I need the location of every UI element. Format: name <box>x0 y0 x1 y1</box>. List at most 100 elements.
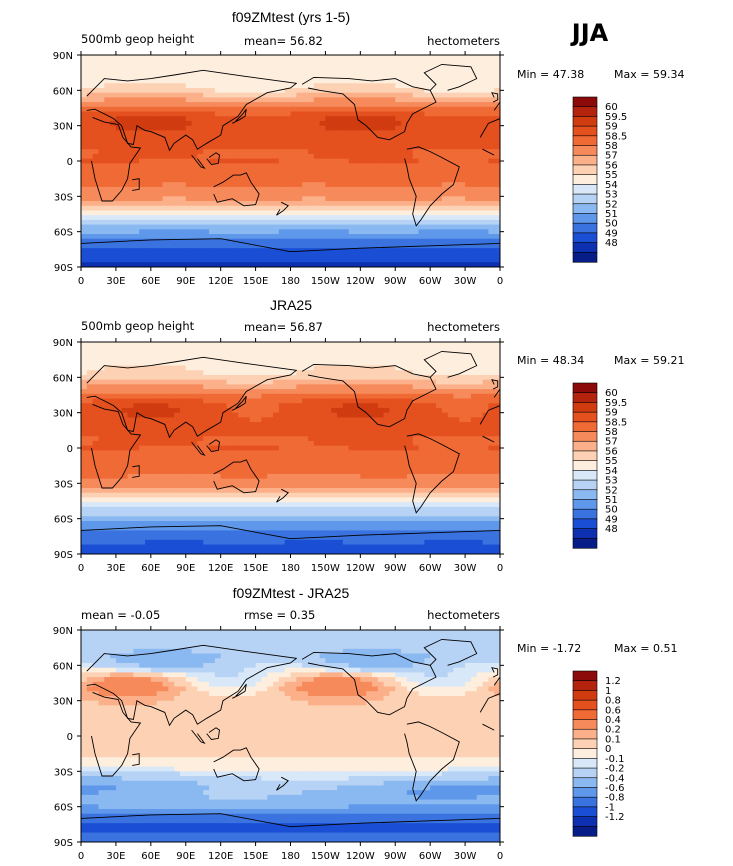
field-cell <box>348 422 356 428</box>
field-cell <box>488 172 495 179</box>
field-cell <box>331 83 338 89</box>
field-cell <box>453 257 460 263</box>
field-cell <box>342 248 350 254</box>
field-cell <box>383 116 391 122</box>
field-cell <box>424 139 431 146</box>
field-cell <box>488 384 495 390</box>
field-cell <box>307 158 315 164</box>
field-cell <box>447 252 455 259</box>
field-cell <box>86 403 94 409</box>
field-cell <box>430 342 437 348</box>
field-cell <box>214 374 222 381</box>
field-cell <box>435 191 443 197</box>
field-cell <box>296 87 303 94</box>
field-cell <box>104 73 111 80</box>
field-cell <box>430 163 437 169</box>
field-cell <box>150 163 158 169</box>
field-cell <box>115 351 123 357</box>
field-cell <box>325 83 332 89</box>
field-cell <box>185 182 193 188</box>
field-cell <box>110 417 117 423</box>
field-cell <box>307 393 315 400</box>
field-cell <box>110 412 117 418</box>
field-cell <box>476 191 484 197</box>
colorbar-swatch <box>572 203 598 215</box>
field-cell <box>354 182 361 188</box>
field-cell <box>273 356 280 362</box>
field-cell <box>290 346 297 353</box>
field-cell <box>197 351 204 357</box>
field-cell <box>430 389 437 395</box>
field-cell <box>104 360 111 367</box>
field-cell <box>459 168 466 174</box>
field-cell <box>81 135 88 141</box>
field-cell <box>133 201 140 207</box>
field-cell <box>465 205 472 212</box>
field-cell <box>110 205 117 212</box>
field-cell <box>412 55 420 61</box>
field-cell <box>249 73 257 80</box>
field-cell <box>430 393 437 400</box>
field-cell <box>366 172 373 179</box>
field-cell <box>185 360 193 367</box>
field-cell <box>127 351 134 357</box>
field-cell <box>249 59 257 66</box>
field-cell <box>290 426 297 433</box>
field-cell <box>342 257 350 263</box>
field-cell <box>92 365 100 371</box>
field-cell <box>319 116 327 122</box>
field-cell <box>482 398 489 404</box>
field-cell <box>209 412 216 418</box>
field-cell <box>133 351 140 357</box>
field-cell <box>104 426 111 433</box>
field-cell <box>121 440 129 447</box>
field-cell <box>139 205 146 212</box>
field-cell <box>348 346 356 353</box>
field-cell <box>296 111 303 117</box>
field-cell <box>110 257 117 263</box>
field-cell <box>325 139 332 146</box>
field-cell <box>371 229 379 235</box>
field-cell <box>453 55 460 61</box>
field-cell <box>197 182 204 188</box>
field-cell <box>174 229 181 235</box>
field-cell <box>447 92 455 98</box>
field-cell <box>441 78 449 84</box>
field-cell <box>302 234 309 240</box>
field-cell <box>261 215 268 221</box>
field-cell <box>249 417 257 423</box>
field-cell <box>465 243 472 249</box>
field-cell <box>331 64 338 70</box>
field-cell <box>342 111 350 117</box>
field-cell <box>354 120 361 127</box>
field-cell <box>302 356 309 362</box>
field-cell <box>145 389 152 395</box>
field-cell <box>342 163 350 169</box>
field-cell <box>348 120 356 127</box>
field-cell <box>86 229 94 235</box>
field-cell <box>232 120 239 127</box>
field-cell <box>162 365 169 371</box>
field-cell <box>150 106 158 113</box>
field-cell <box>366 201 373 207</box>
field-cell <box>476 426 484 433</box>
field-cell <box>465 360 472 367</box>
field-cell <box>232 55 239 61</box>
field-cell <box>232 83 239 89</box>
field-cell <box>371 196 379 202</box>
field-cell <box>174 374 181 381</box>
field-cell <box>238 351 245 357</box>
field-cell <box>482 130 489 136</box>
field-cell <box>337 243 344 249</box>
field-cell <box>459 210 466 216</box>
field-cell <box>319 210 327 216</box>
field-cell <box>401 219 408 226</box>
field-cell <box>121 248 129 254</box>
field-cell <box>121 102 129 108</box>
field-cell <box>459 205 466 212</box>
field-cell <box>447 403 455 409</box>
field-cell <box>139 135 146 141</box>
field-cell <box>494 87 500 94</box>
field-cell <box>284 252 292 259</box>
field-cell <box>220 163 228 169</box>
